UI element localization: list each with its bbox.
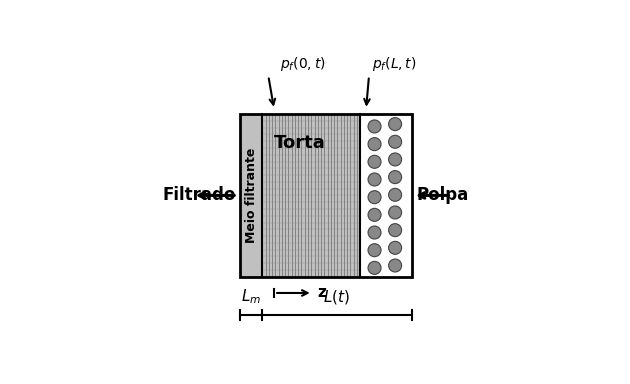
Circle shape — [368, 173, 381, 186]
Circle shape — [368, 155, 381, 168]
Text: z: z — [317, 285, 326, 300]
Text: Meio filtrante: Meio filtrante — [244, 148, 258, 243]
Circle shape — [389, 170, 401, 184]
Circle shape — [389, 223, 401, 237]
Bar — [240, 114, 262, 277]
Text: $L(t)$: $L(t)$ — [323, 288, 350, 306]
Circle shape — [368, 120, 381, 133]
Bar — [262, 114, 360, 277]
Circle shape — [389, 118, 401, 131]
Text: $p_f(0,t)$: $p_f(0,t)$ — [280, 55, 326, 73]
Circle shape — [389, 153, 401, 166]
Circle shape — [368, 226, 381, 239]
Circle shape — [389, 206, 401, 219]
Text: Polpa: Polpa — [416, 186, 468, 204]
Text: $p_f(L,t)$: $p_f(L,t)$ — [372, 55, 416, 73]
Bar — [240, 114, 411, 277]
Circle shape — [389, 135, 401, 148]
Bar — [360, 114, 411, 277]
Circle shape — [368, 191, 381, 204]
Circle shape — [389, 259, 401, 272]
Circle shape — [389, 241, 401, 254]
Text: Filtrado: Filtrado — [163, 186, 236, 204]
Circle shape — [368, 209, 381, 221]
Circle shape — [368, 262, 381, 275]
Text: $L_m$: $L_m$ — [241, 288, 261, 306]
Circle shape — [368, 244, 381, 257]
Text: Torta: Torta — [273, 134, 326, 152]
Circle shape — [389, 188, 401, 201]
Circle shape — [368, 137, 381, 151]
